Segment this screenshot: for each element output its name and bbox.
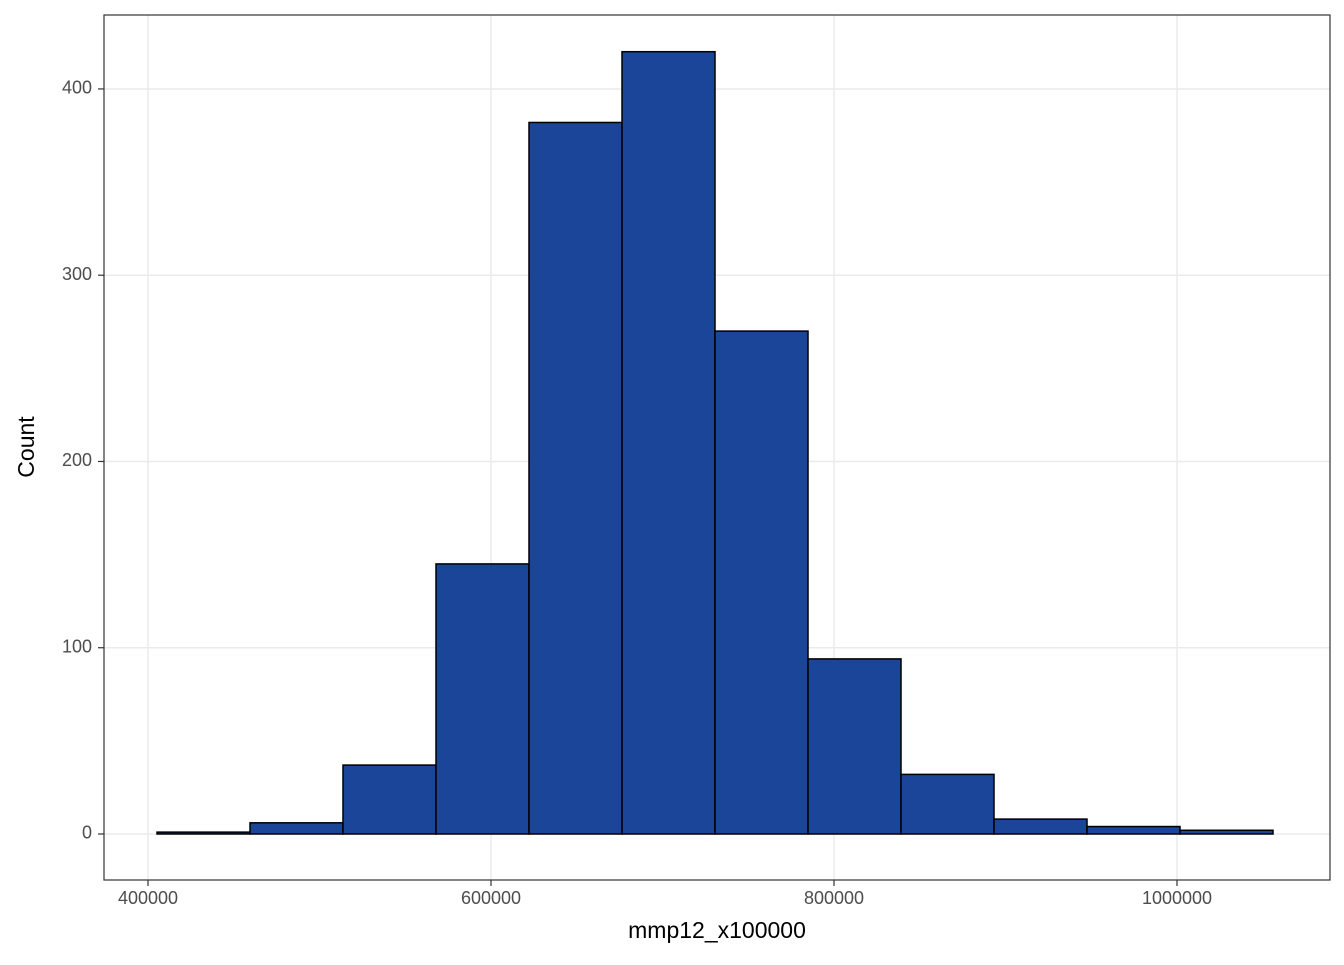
y-axis-title: Count [13, 416, 39, 478]
bar [156, 831, 251, 835]
bar [528, 121, 623, 835]
bar [714, 330, 809, 835]
y-tick-label: 0 [82, 823, 92, 843]
y-tick-label: 100 [62, 636, 92, 656]
bar [342, 764, 437, 835]
bar [807, 658, 902, 835]
bar [249, 822, 344, 835]
panel-border [103, 14, 1331, 881]
y-tick-label: 300 [62, 264, 92, 284]
x-tick-label: 600000 [461, 888, 521, 908]
bar [993, 818, 1088, 835]
bar [435, 563, 530, 835]
x-tick-label: 800000 [804, 888, 864, 908]
bar [621, 50, 716, 835]
bar [1086, 825, 1181, 835]
y-tick-label: 200 [62, 450, 92, 470]
x-tick-label: 1000000 [1142, 888, 1212, 908]
x-tick-label: 400000 [118, 888, 178, 908]
bar [1179, 829, 1274, 835]
bar [900, 773, 995, 835]
y-tick-label: 400 [62, 78, 92, 98]
x-axis-title: mmp12_x100000 [628, 917, 806, 943]
